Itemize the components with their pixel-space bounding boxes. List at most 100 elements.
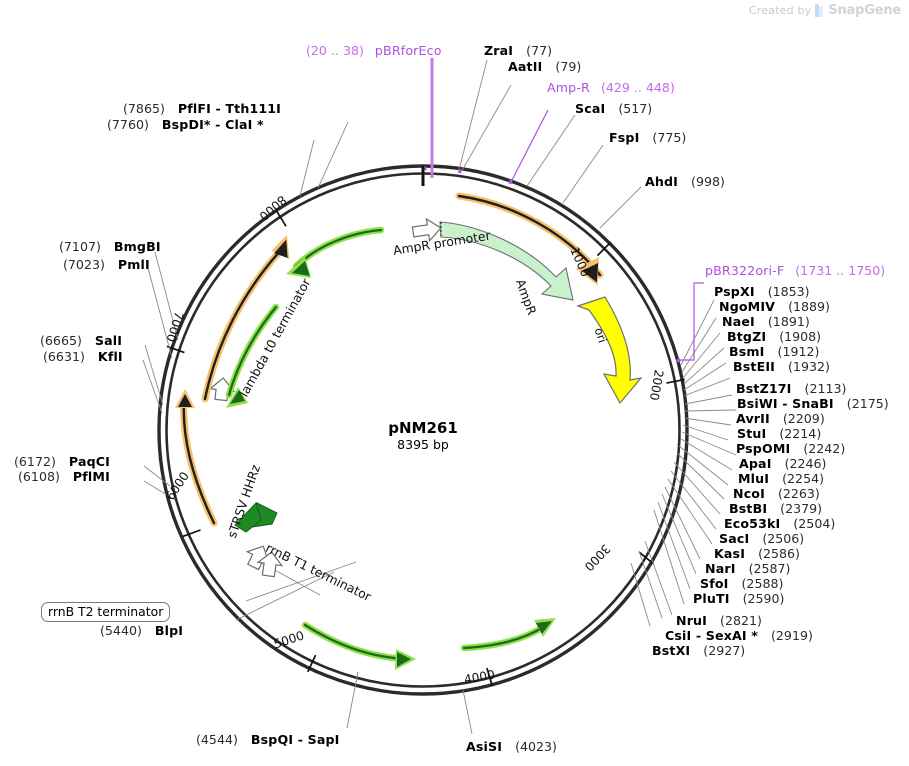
site-pos-mlui: (2254) bbox=[782, 471, 825, 486]
site-name-bsiwi-snabi: BsiWI - SnaBI bbox=[737, 396, 834, 411]
site-label-scai: ScaI (517) bbox=[575, 101, 653, 116]
site-pos-blpi: (5440) bbox=[100, 623, 142, 638]
primer-name-amp-r: Amp-R bbox=[547, 80, 590, 95]
site-label-fspi: FspI (775) bbox=[609, 130, 687, 145]
site-name-aatii: AatII bbox=[508, 59, 543, 74]
site-pos-pluti: (2590) bbox=[742, 591, 785, 606]
primer-range-amp-r: (429 .. 448) bbox=[600, 80, 675, 95]
site-label-mlui: MluI (2254) bbox=[738, 471, 825, 486]
site-pos-csii-sexai: (2919) bbox=[771, 628, 813, 643]
site-label-bsmi: BsmI (1912) bbox=[729, 344, 820, 359]
site-pos-sfoi: (2588) bbox=[741, 576, 784, 591]
site-name-bspdi-clai: BspDI* - ClaI * bbox=[161, 117, 264, 132]
site-name-btgzi: BtgZI bbox=[727, 329, 767, 344]
site-pos-nari: (2587) bbox=[748, 561, 791, 576]
site-name-bsmi: BsmI bbox=[729, 344, 765, 359]
feature-arrow-rrnb-t1-terminator bbox=[245, 545, 284, 578]
site-label-ncoi: NcoI (2263) bbox=[733, 486, 820, 501]
site-label-btgzi: BtgZI (1908) bbox=[727, 329, 822, 344]
site-label-pflfi-tth111i: (7865) PflFI - Tth111I bbox=[123, 102, 281, 116]
site-pos-asisi: (4023) bbox=[515, 739, 557, 754]
site-name-bspqi-sapi: BspQI - SapI bbox=[250, 732, 340, 747]
site-label-bstbi: BstBI (2379) bbox=[729, 502, 822, 516]
site-name-nrui: NruI bbox=[676, 613, 708, 628]
site-pos-pmli: (7023) bbox=[63, 257, 105, 272]
primer-name-pbr322ori-f: pBR322ori-F bbox=[705, 263, 785, 278]
snapgene-watermark: Created by SnapGene bbox=[749, 3, 901, 18]
primer-label-pbrforeco: (20 .. 38) pBRforEco bbox=[306, 43, 442, 58]
site-name-pflmi: PflMI bbox=[72, 469, 110, 484]
site-pos-naei: (1891) bbox=[767, 314, 810, 329]
site-label-kfli: (6631) KflI bbox=[43, 349, 123, 364]
site-label-nrui: NruI (2821) bbox=[676, 613, 762, 628]
site-name-mlui: MluI bbox=[738, 471, 770, 486]
site-label-apai: ApaI (2246) bbox=[739, 456, 827, 471]
site-label-avrii: AvrII (2209) bbox=[736, 412, 825, 426]
site-pos-paqci: (6172) bbox=[14, 454, 56, 469]
primer-name-pbrforeco: pBRforEco bbox=[374, 43, 442, 58]
site-label-ngomiv: NgoMIV (1889) bbox=[719, 299, 830, 314]
site-name-blpi: BlpI bbox=[154, 623, 184, 638]
site-name-pspomi: PspOMI bbox=[736, 441, 791, 456]
site-label-saci: SacI (2506) bbox=[719, 531, 804, 546]
site-pos-nrui: (2821) bbox=[720, 613, 762, 628]
site-pos-zrai: (77) bbox=[526, 43, 553, 58]
site-name-csii-sexai: CsiI - SexAI * bbox=[665, 628, 758, 643]
site-label-bstz17i: BstZ17I (2113) bbox=[736, 381, 846, 396]
site-pos-bsmi: (1912) bbox=[777, 344, 820, 359]
site-pos-pspomi: (2242) bbox=[803, 441, 846, 456]
site-pos-kfli: (6631) bbox=[43, 349, 85, 364]
site-label-pmli: (7023) PmlI bbox=[63, 257, 150, 272]
site-label-bstei: BstEII (1932) bbox=[733, 359, 830, 374]
feature-arrow-ori bbox=[576, 296, 643, 405]
site-label-bsiwi-snabi: BsiWI - SnaBI (2175) bbox=[737, 396, 889, 411]
site-label-bstxi: BstXI (2927) bbox=[652, 644, 745, 658]
site-pos-pspxi: (1853) bbox=[767, 284, 810, 299]
site-name-bstz17i: BstZ17I bbox=[736, 381, 792, 396]
site-pos-kasi: (2586) bbox=[758, 546, 800, 561]
site-label-kasi: KasI (2586) bbox=[714, 546, 800, 561]
site-name-scai: ScaI bbox=[575, 101, 606, 116]
site-name-paqci: PaqCI bbox=[68, 454, 110, 469]
site-label-pspomi: PspOMI (2242) bbox=[736, 441, 846, 456]
site-pos-eco53ki: (2504) bbox=[793, 516, 836, 531]
site-label-naei: NaeI (1891) bbox=[722, 314, 810, 329]
site-pos-bspqi-sapi: (4544) bbox=[196, 732, 238, 747]
site-label-bspdi-clai: (7760) BspDI* - ClaI * bbox=[107, 117, 264, 132]
site-name-apai: ApaI bbox=[739, 456, 772, 471]
site-label-aatii: AatII (79) bbox=[508, 59, 581, 74]
site-name-ngomiv: NgoMIV bbox=[719, 299, 776, 314]
site-name-saci: SacI bbox=[719, 531, 750, 546]
site-pos-ahdi: (998) bbox=[691, 174, 725, 189]
site-name-stui: StuI bbox=[737, 426, 767, 441]
site-name-sali: SalI bbox=[94, 333, 123, 348]
site-label-blpi: (5440) BlpI bbox=[100, 623, 184, 638]
site-name-pluti: PluTI bbox=[693, 591, 730, 606]
primer-range-pbrforeco: (20 .. 38) bbox=[306, 43, 364, 58]
plasmid-name: pNM261 bbox=[388, 419, 458, 437]
site-name-pspxi: PspXI bbox=[714, 284, 755, 299]
primer-label-amp-r: Amp-R (429 .. 448) bbox=[547, 80, 675, 95]
site-name-bmgbi: BmgBI bbox=[113, 239, 161, 254]
site-label-sali: (6665) SalI bbox=[40, 333, 123, 348]
feature-arrow-ampr bbox=[439, 221, 574, 301]
plasmid-size: 8395 bp bbox=[397, 437, 449, 452]
site-pos-scai: (517) bbox=[618, 101, 653, 116]
site-pos-ncoi: (2263) bbox=[777, 486, 820, 501]
feature-arrow-strsv-hhrz bbox=[234, 502, 278, 533]
site-label-pluti: PluTI (2590) bbox=[693, 591, 785, 606]
site-pos-bstei: (1932) bbox=[788, 359, 830, 374]
site-name-fspi: FspI bbox=[609, 130, 640, 145]
site-pos-apai: (2246) bbox=[784, 456, 827, 471]
site-name-bstei: BstEII bbox=[733, 359, 775, 374]
site-label-eco53ki: Eco53kI (2504) bbox=[724, 516, 836, 531]
site-name-kfli: KflI bbox=[97, 349, 123, 364]
site-pos-btgzi: (1908) bbox=[779, 329, 822, 344]
site-pos-bsiwi-snabi: (2175) bbox=[846, 396, 889, 411]
site-pos-fspi: (775) bbox=[652, 130, 687, 145]
site-name-sfoi: SfoI bbox=[700, 576, 729, 591]
site-label-bspqi-sapi: (4544) BspQI - SapI bbox=[196, 732, 340, 747]
leader-lines bbox=[142, 59, 737, 735]
site-name-pmli: PmlI bbox=[117, 257, 150, 272]
watermark-prefix: Created by bbox=[748, 4, 812, 17]
